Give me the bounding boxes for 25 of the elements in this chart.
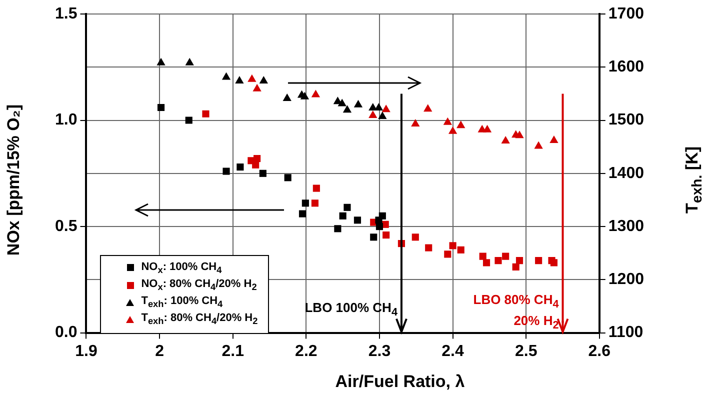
y-tick-label: 0.5 <box>54 218 78 235</box>
y-tick-label: 1.0 <box>54 112 78 129</box>
x-tick-label: 2.1 <box>222 342 244 360</box>
y2-tick-label: 1400 <box>608 164 644 182</box>
y-axis-title: NOx [ppm/15% O₂] <box>4 104 24 256</box>
x-tick-label: 2.3 <box>368 342 391 360</box>
legend-label: T$_{exh}$: 100% CH$_{4}$ <box>141 294 223 312</box>
y2-tick-label: 1700 <box>608 5 644 22</box>
y2-tick-label: 1300 <box>608 218 644 235</box>
y2-tick-label: 1500 <box>608 112 644 129</box>
x-tick-label: 2 <box>155 342 164 360</box>
y2-tick-label: 1100 <box>608 324 644 342</box>
x-tick-label: 2.5 <box>514 342 538 360</box>
x-tick-label: 2.4 <box>442 342 464 360</box>
legend-label: T$_{exh}$: 80% CH$_{4}$/20% H$_{2}$ <box>141 311 258 329</box>
y2-tick-label: 1600 <box>608 58 644 76</box>
y2-tick-label: 1200 <box>608 271 644 288</box>
y-tick-label: 1.5 <box>54 5 78 22</box>
legend-label: NO$_{x}$: 100% CH$_{4}$ <box>141 260 222 277</box>
legend-label: NO$_{x}$: 80% CH$_{4}$/20% H$_{2}$ <box>141 276 257 294</box>
x-axis-title: Air/Fuel Ratio, λ <box>334 372 466 392</box>
y-tick-label: 0.0 <box>54 324 78 342</box>
x-tick-label: 1.9 <box>75 342 98 360</box>
x-tick-label: 2.2 <box>295 342 318 360</box>
x-tick-label: 2.6 <box>588 342 611 360</box>
